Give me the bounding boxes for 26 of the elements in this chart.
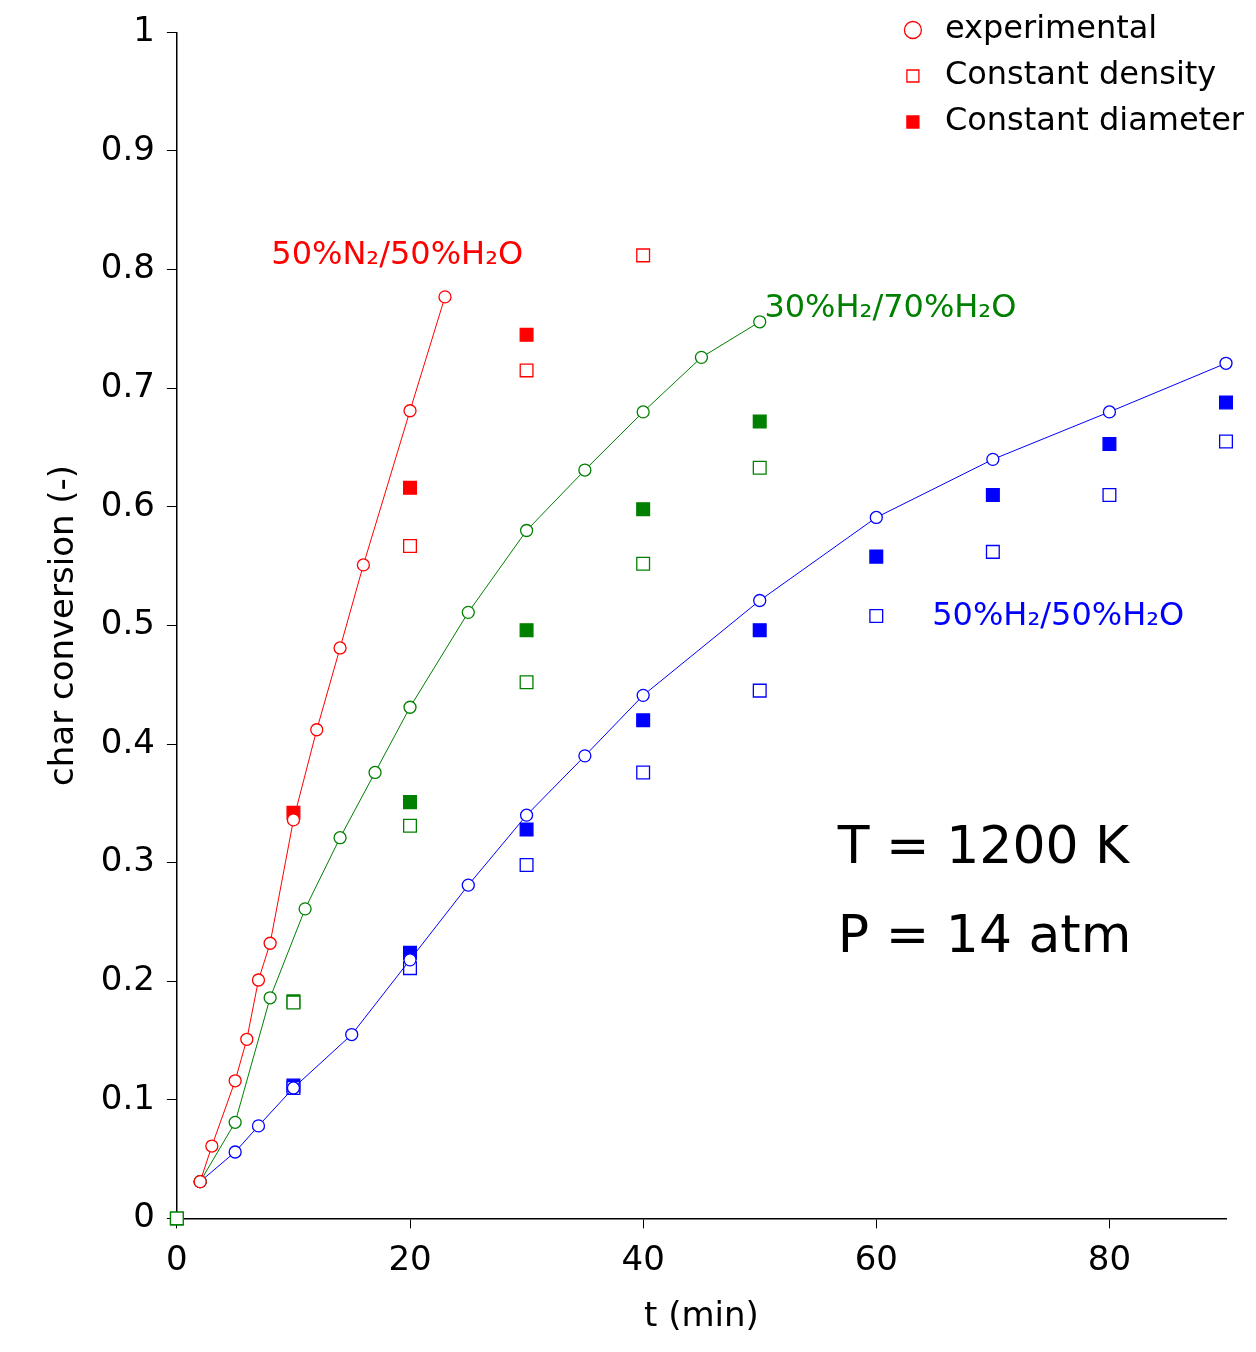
y-tick-label: 0.4 bbox=[100, 720, 155, 761]
y-tick-label: 0.7 bbox=[100, 365, 155, 406]
annotation: 30%H₂/70%H₂O bbox=[764, 287, 1017, 326]
x-tick-label: 40 bbox=[621, 1237, 665, 1278]
x-tick-label: 0 bbox=[166, 1237, 188, 1278]
y-tick-label: 0.6 bbox=[100, 483, 155, 524]
x-tick-label: 20 bbox=[388, 1237, 432, 1278]
y-tick-label: 0.9 bbox=[100, 127, 155, 168]
y-tick-label: 0.2 bbox=[100, 958, 155, 999]
x-tick-label: 80 bbox=[1087, 1237, 1132, 1278]
y-tick-label: 0 bbox=[133, 1195, 155, 1236]
annotation: T = 1200 K bbox=[836, 814, 1132, 875]
y-tick-label: 0.8 bbox=[100, 246, 155, 287]
x-tick-label: 60 bbox=[854, 1237, 898, 1278]
y-axis-title: char conversion (-) bbox=[41, 464, 82, 786]
annotation: P = 14 atm bbox=[837, 903, 1132, 964]
y-tick-label: 0.1 bbox=[100, 1076, 155, 1117]
y-tick-label: 0.3 bbox=[100, 839, 155, 880]
y-tick-label: 0.5 bbox=[100, 602, 155, 643]
legend-label: Constant diameter bbox=[944, 100, 1245, 139]
y-tick-label: 1 bbox=[133, 9, 155, 50]
x-axis-title: t (min) bbox=[644, 1294, 759, 1335]
legend-label: experimental bbox=[944, 8, 1158, 47]
legend-label: Constant density bbox=[944, 54, 1217, 93]
annotation: 50%N₂/50%H₂O bbox=[271, 233, 524, 272]
annotation: 50%H₂/50%H₂O bbox=[932, 595, 1185, 634]
